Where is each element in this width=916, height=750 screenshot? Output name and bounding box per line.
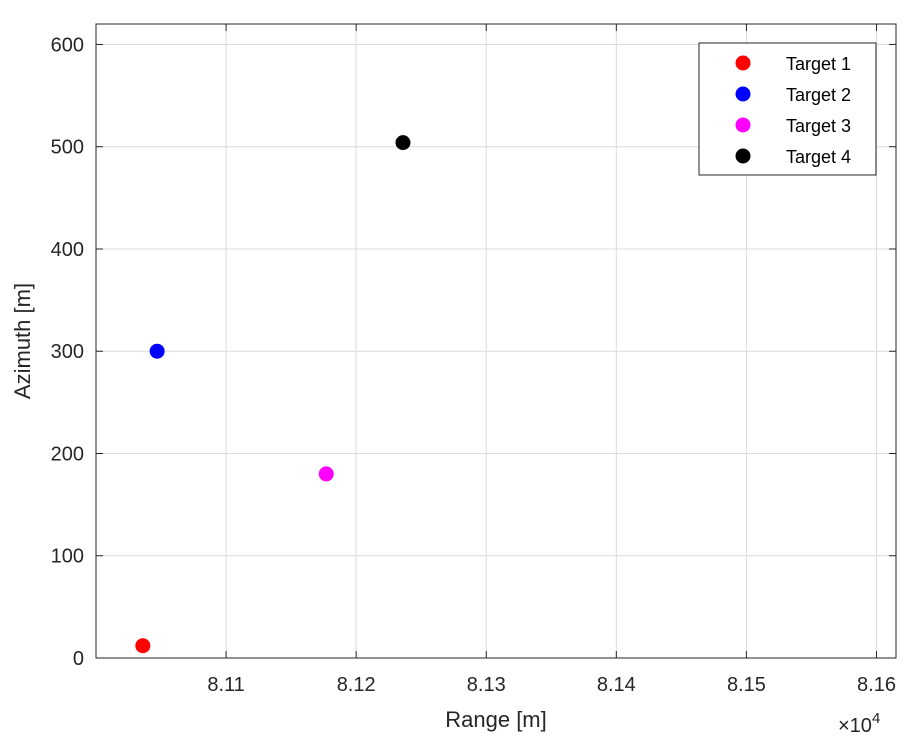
legend-label-target-4: Target 4 — [786, 147, 851, 167]
x-axis-exponent-power: 4 — [872, 710, 880, 727]
y-axis-label: Azimuth [m] — [10, 283, 35, 399]
legend-box — [698, 42, 877, 176]
legend-label-target-1: Target 1 — [786, 54, 851, 74]
x-tick-label: 8.15 — [727, 674, 766, 696]
legend-label-target-2: Target 2 — [786, 85, 851, 105]
legend-marker-target-1 — [735, 55, 751, 71]
y-tick-label: 500 — [51, 137, 84, 159]
data-point-target-1 — [135, 638, 151, 654]
legend-items: Target 1 Target 2 Target 3 Target 4 — [735, 54, 851, 167]
data-point-target-2 — [149, 343, 165, 359]
x-tick-label: 8.12 — [337, 674, 376, 696]
y-tick-label: 400 — [51, 239, 84, 261]
y-tick-label: 300 — [51, 341, 84, 363]
x-axis-ticks: 8.11 8.12 8.13 8.14 8.15 8.16 — [207, 24, 896, 696]
legend-marker-target-2 — [735, 86, 751, 102]
legend: Target 1 Target 2 Target 3 Target 4 — [698, 42, 877, 176]
x-tick-label: 8.14 — [597, 674, 636, 696]
x-axis-label: Range [m] — [445, 707, 547, 732]
y-tick-label: 100 — [51, 546, 84, 568]
legend-marker-target-4 — [735, 148, 751, 164]
data-point-target-3 — [318, 466, 334, 482]
x-axis-exponent-base: ×10 — [838, 715, 872, 737]
legend-label-target-3: Target 3 — [786, 116, 851, 136]
legend-marker-target-3 — [735, 117, 751, 133]
x-tick-label: 8.16 — [857, 674, 896, 696]
data-points — [135, 135, 411, 654]
x-tick-label: 8.11 — [207, 674, 244, 696]
y-axis-ticks: 0 100 200 300 400 500 600 — [51, 34, 896, 670]
y-tick-label: 0 — [73, 648, 84, 670]
axes-box — [95, 23, 897, 659]
y-tick-label: 200 — [51, 443, 84, 465]
x-tick-label: 8.13 — [467, 674, 506, 696]
x-axis-exponent: ×104 — [838, 710, 880, 737]
data-point-target-4 — [395, 135, 411, 151]
y-tick-label: 600 — [51, 34, 84, 56]
